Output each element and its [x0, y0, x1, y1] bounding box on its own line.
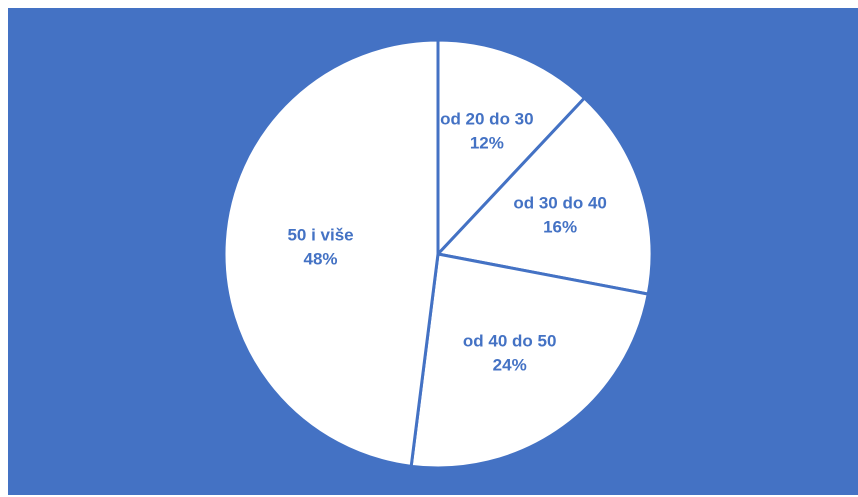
slice-category-label: od 30 do 40 [513, 193, 607, 212]
pie-slice-1 [436, 38, 586, 256]
pie-slices [222, 38, 654, 470]
pie-slice-2 [436, 96, 654, 296]
slice-value-label: 48% [304, 250, 338, 269]
slice-value-label: 16% [543, 217, 577, 236]
slice-value-label: 12% [470, 134, 504, 153]
slice-value-label: 24% [493, 356, 527, 375]
slice-category-label: od 20 do 30 [440, 110, 534, 129]
pie-labels: od 20 do 30 12% od 30 do 40 16% od 40 do 50 2… [287, 110, 606, 375]
slice-category-label: 50 i više [287, 226, 353, 245]
pie-slice-4 [222, 38, 440, 468]
pie-slice-3 [409, 252, 650, 470]
slice-category-label: od 40 do 50 [463, 332, 557, 351]
